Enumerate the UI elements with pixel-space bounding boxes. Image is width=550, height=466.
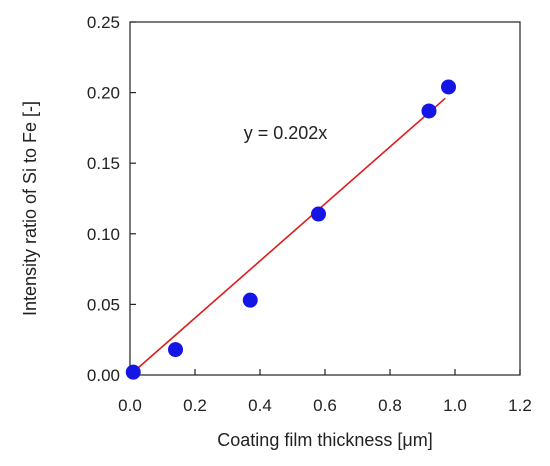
y-tick-label: 0.05 — [87, 295, 120, 314]
x-tick-label: 0.6 — [313, 396, 337, 415]
trendline-equation: y = 0.202x — [244, 123, 328, 143]
data-point — [242, 292, 258, 308]
y-tick-label: 0.25 — [87, 13, 120, 32]
data-point — [311, 206, 326, 222]
trendline — [129, 97, 446, 376]
data-point — [168, 342, 183, 358]
data-points — [125, 79, 456, 380]
x-tick-label: 0.2 — [183, 396, 207, 415]
y-tick-label: 0.00 — [87, 366, 120, 385]
data-point — [421, 103, 437, 119]
x-tick-label: 0.0 — [118, 396, 142, 415]
y-tick-label: 0.20 — [87, 84, 120, 103]
x-axis-ticks: 0.0 0.2 0.4 0.6 0.8 1.0 1.2 — [118, 369, 532, 415]
x-axis-title: Coating film thickness [μm] — [217, 430, 432, 450]
plot-frame — [129, 21, 521, 376]
x-tick-label: 0.4 — [248, 396, 272, 415]
data-point — [125, 364, 141, 380]
data-point — [441, 79, 456, 95]
x-tick-label: 0.8 — [378, 396, 402, 415]
x-tick-label: 1.0 — [443, 396, 467, 415]
y-tick-label: 0.10 — [87, 225, 120, 244]
y-axis-title: Intensity ratio of Si to Fe [-] — [20, 101, 40, 316]
x-tick-label: 1.2 — [508, 396, 532, 415]
plot-area: 0.00 0.05 0.10 0.15 0.20 0.25 0.0 0.2 0.4 0.6 0.8… — [87, 13, 532, 415]
y-tick-label: 0.15 — [87, 154, 120, 173]
y-axis-ticks: 0.00 0.05 0.10 0.15 0.20 0.25 — [87, 13, 136, 385]
